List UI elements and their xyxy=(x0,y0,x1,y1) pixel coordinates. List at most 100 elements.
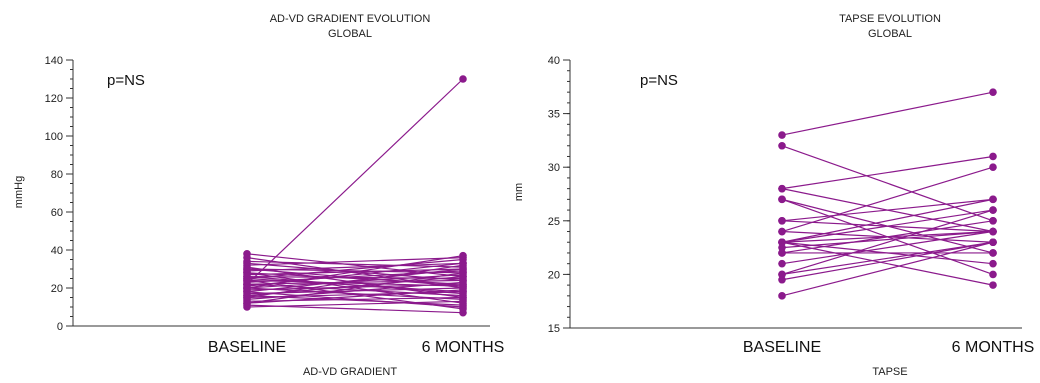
series-lines xyxy=(781,91,994,297)
baseline-point xyxy=(778,259,786,268)
patient-line xyxy=(246,255,464,289)
y-tick-label: 20 xyxy=(548,269,560,281)
patient-line xyxy=(246,272,464,285)
axes xyxy=(569,60,1022,329)
patient-line xyxy=(781,220,994,254)
baseline-point xyxy=(778,217,786,225)
x-category-label: BASELINE xyxy=(208,339,286,356)
followup-point xyxy=(989,281,997,289)
followup-point xyxy=(989,152,997,161)
patient-line xyxy=(246,272,464,304)
patient-line xyxy=(781,155,994,190)
patient-line xyxy=(246,262,464,272)
patient-line xyxy=(781,230,994,249)
y-axis-label: mmHg xyxy=(13,176,25,208)
patient-line xyxy=(246,268,464,293)
followup-point xyxy=(459,251,467,260)
followup-point xyxy=(459,282,467,290)
followup-point xyxy=(989,249,997,257)
patient-line xyxy=(246,279,464,310)
followup-point xyxy=(989,217,997,225)
patient-line xyxy=(246,78,464,285)
x-category-label: 6 MONTHS xyxy=(952,339,1035,356)
y-tick-label: 15 xyxy=(548,323,560,335)
y-ticks: 0 20 40 60 80 100 120 140 xyxy=(45,55,73,333)
baseline-point xyxy=(778,238,786,247)
y-tick-label: 20 xyxy=(51,283,63,295)
chart-title-line1: TAPSE EVOLUTION xyxy=(839,13,941,25)
patient-line xyxy=(246,287,464,300)
followup-point xyxy=(989,206,997,214)
p-value-annotation: p=NS xyxy=(107,72,145,89)
baseline-point xyxy=(778,227,786,236)
baseline-point xyxy=(778,141,786,150)
baseline-point xyxy=(243,291,251,300)
baseline-point xyxy=(778,270,786,279)
patient-line xyxy=(781,241,994,281)
followup-point xyxy=(989,163,997,171)
followup-point xyxy=(989,259,997,268)
x-categories: BASELINE 6 MONTHS xyxy=(208,339,504,356)
baseline-point xyxy=(243,303,251,311)
y-axis-label: mm xyxy=(513,183,525,201)
y-tick-label: 40 xyxy=(548,55,560,67)
patient-line xyxy=(246,276,464,295)
baseline-point xyxy=(778,131,786,139)
patient-line xyxy=(781,209,994,243)
baseline-point xyxy=(243,276,251,285)
baseline-point xyxy=(778,195,786,204)
patient-line xyxy=(246,289,464,304)
x-categories: BASELINE 6 MONTHS xyxy=(743,339,1034,356)
y-tick-label: 60 xyxy=(51,207,63,219)
baseline-point xyxy=(778,184,786,193)
patient-line xyxy=(781,198,994,222)
y-tick-label: 140 xyxy=(45,55,63,67)
y-tick-label: 80 xyxy=(51,169,63,181)
y-tick-label: 40 xyxy=(51,245,63,257)
baseline-point xyxy=(778,275,786,284)
tapse-chart: TAPSE EVOLUTION GLOBAL mm p=NS TAPSE 15 2… xyxy=(513,13,1034,378)
patient-line xyxy=(781,241,994,286)
followup-point xyxy=(459,75,467,83)
followup-point xyxy=(459,301,467,309)
baseline-point xyxy=(243,265,251,273)
patient-line xyxy=(781,198,994,243)
patient-line xyxy=(781,241,994,275)
chart-title-line2: GLOBAL xyxy=(328,28,372,40)
y-ticks: 15 20 25 30 35 40 xyxy=(548,55,570,335)
chart-title-line2: GLOBAL xyxy=(868,28,912,40)
x-axis-label: TAPSE xyxy=(872,366,907,378)
patient-line xyxy=(246,264,464,299)
y-tick-label: 100 xyxy=(45,131,63,143)
followup-point xyxy=(989,227,997,236)
y-tick-label: 35 xyxy=(548,109,560,121)
patient-line xyxy=(246,295,464,306)
patient-line xyxy=(781,145,994,222)
y-tick-label: 120 xyxy=(45,93,63,105)
patient-line xyxy=(246,300,464,308)
patient-line xyxy=(246,279,464,285)
y-tick-label: 30 xyxy=(548,162,560,174)
followup-point xyxy=(989,195,997,204)
series-points xyxy=(243,75,467,317)
patient-line xyxy=(781,166,994,233)
series-points xyxy=(778,88,997,300)
baseline-point xyxy=(778,292,786,300)
followup-point xyxy=(459,269,467,277)
p-value-annotation: p=NS xyxy=(640,72,678,89)
series-lines xyxy=(246,78,464,314)
patient-line xyxy=(246,260,464,268)
x-axis-label: AD-VD GRADIENT xyxy=(303,366,397,378)
followup-point xyxy=(459,261,467,270)
followup-point xyxy=(989,270,997,279)
patient-line xyxy=(246,281,464,300)
patient-line xyxy=(781,241,994,297)
patient-line xyxy=(246,257,464,266)
x-category-label: BASELINE xyxy=(743,339,821,356)
chart-title-line1: AD-VD GRADIENT EVOLUTION xyxy=(270,13,431,25)
patient-line xyxy=(246,268,464,287)
followup-point xyxy=(459,289,467,298)
followup-point xyxy=(989,238,997,247)
followup-point xyxy=(989,88,997,96)
